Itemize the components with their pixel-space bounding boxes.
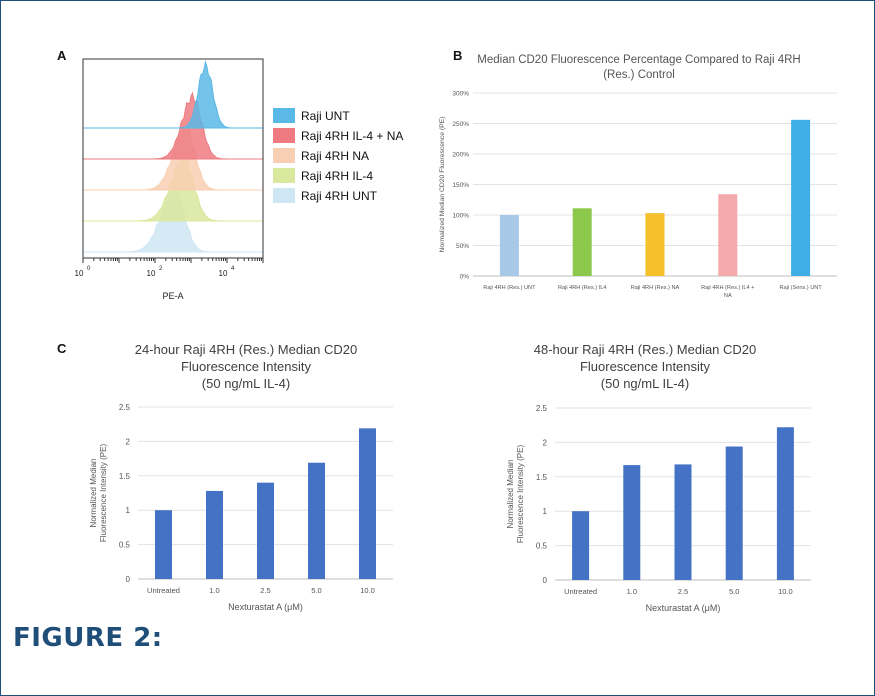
panel-c-bar [572,511,590,580]
panel-c-bar [155,510,172,579]
panel-b-label: B [453,48,463,63]
legend-entry: Raji 4RH IL-4 [301,169,373,183]
panel-c-bar [725,446,743,580]
histogram-x-axis-label: PE-A [162,291,183,301]
panel-c-bar [776,427,794,580]
panel-c2-title-line: Fluorescence Intensity [579,359,711,374]
panel-c-y-tick-label: 1.5 [119,472,131,481]
histogram-plot-frame [82,58,264,259]
legend-entry: Raji 4RH IL-4 + NA [301,129,403,143]
panel-c-y-tick-label: 0.5 [536,542,548,551]
panel-b-y-tick-label: 0% [460,274,470,281]
panel-a-label: A [57,48,67,63]
panel-c-x-tick-label: 1.0 [209,586,219,595]
histogram-x-tick-exponent: 0 [87,266,91,272]
panel-b-x-tick-label: Raji 4RH (Res.) NA [631,285,680,291]
panel-c1-title: 24-hour Raji 4RH (Res.) Median CD20 Fluo… [96,341,396,392]
histogram-x-tick-label: 10 [147,269,156,278]
panel-c-y-tick-label: 0 [543,576,548,585]
panel-b-bar [791,119,811,276]
panel-c-y-tick-label: 1 [126,506,131,515]
histogram-curve [83,60,263,129]
legend-entry: Raji 4RH NA [301,149,369,163]
panel-c-y-tick-label: 2 [126,437,131,446]
panel-c-y-axis-label: Fluorescence Intensity (PE) [99,444,108,543]
panel-c-bar [359,428,376,579]
histogram-curve [83,91,263,160]
panel-c-x-tick-label: 10.0 [360,586,375,595]
panel-c-x-tick-label: Untreated [147,586,180,595]
panel-c-y-tick-label: 2 [543,438,548,447]
legend-swatch [273,148,295,163]
panel-c1-title-line: (50 ng/mL IL-4) [201,376,291,391]
panel-b-x-tick-label: Raji 4RH (Res.) IL4 + [701,285,754,291]
panel-c1-title-line: 24-hour Raji 4RH (Res.) Median CD20 [134,342,358,357]
legend-swatch [273,128,295,143]
panel-b-bar [572,208,592,276]
panel-b-y-tick-label: 100% [452,213,469,220]
panel-c-x-tick-label: Untreated [564,587,597,596]
histogram-x-tick-exponent: 4 [231,266,235,272]
panel-c-x-axis-label: Nexturastat A (μM) [646,603,721,613]
legend-swatch [273,188,295,203]
panel-c-bar [206,490,223,579]
panel-b-y-tick-label: 250% [452,121,469,128]
panel-c-x-tick-label: 5.0 [311,586,321,595]
panel-b-y-tick-label: 150% [452,182,469,189]
panel-c-bar [308,462,325,579]
panel-c-x-tick-label: 10.0 [778,587,793,596]
panel-b-bar [499,215,519,276]
panel-b-y-axis-label: Normalized Median CD20 Fluorescence (PE) [439,117,446,253]
legend-entry: Raji UNT [301,109,350,123]
histogram-x-tick-exponent: 2 [159,266,163,272]
panel-c-y-tick-label: 1 [543,507,548,516]
legend-swatch [273,108,295,123]
panel-c-x-axis-label: Nexturastat A (μM) [228,602,303,612]
panel-c-y-tick-label: 2.5 [119,403,131,412]
legend-entry: Raji 4RH UNT [301,189,378,203]
panel-b-x-tick-label: Raji (Sens.) UNT [779,285,822,291]
panel-c2-title-line: 48-hour Raji 4RH (Res.) Median CD20 [533,342,757,357]
panel-c-y-tick-label: 0.5 [119,541,131,550]
panel-c-bar [674,464,692,580]
histogram-x-tick-label: 10 [219,269,228,278]
panel-c-x-tick-label: 2.5 [678,587,688,596]
panel-c-bar [623,465,641,580]
panel-c2-title-line: (50 ng/mL IL-4) [600,376,690,391]
panel-c-x-tick-label: 2.5 [260,586,270,595]
panel-b-y-tick-label: 300% [452,91,469,98]
histogram-x-tick-label: 10 [75,269,84,278]
panel-c-label: C [57,341,67,356]
panel-b-title: Median CD20 Fluorescence Percentage Comp… [477,54,801,81]
panel-c-y-axis-label: Fluorescence Intensity (PE) [516,445,525,544]
panel-c-x-tick-label: 1.0 [627,587,637,596]
panel-b-y-tick-label: 50% [456,243,469,250]
panel-c-x-tick-label: 5.0 [729,587,739,596]
panel-b-y-tick-label: 200% [452,152,469,159]
panel-c-y-tick-label: 2.5 [536,404,548,413]
panel-b-x-tick-label: Raji 4RH (Res.) UNT [483,285,536,291]
panel-b-x-tick-label: Raji 4RH (Res.) IL4 [558,285,607,291]
panel-b-x-tick-label: NA [724,293,732,299]
panel-c-bar [257,482,274,579]
panel-c-y-tick-label: 0 [126,575,131,584]
legend-swatch [273,168,295,183]
panel-b-bar [718,194,738,276]
panel-c1-title-line: Fluorescence Intensity [180,359,312,374]
panel-b-bar [645,213,665,276]
panel-c-y-axis-label: Normalized Median [89,459,98,528]
panel-c2-title: 48-hour Raji 4RH (Res.) Median CD20 Fluo… [495,341,795,392]
figure-label: FIGURE 2: [13,623,163,653]
panel-c-y-tick-label: 1.5 [536,473,548,482]
panel-c-y-axis-label: Normalized Median [506,460,515,529]
